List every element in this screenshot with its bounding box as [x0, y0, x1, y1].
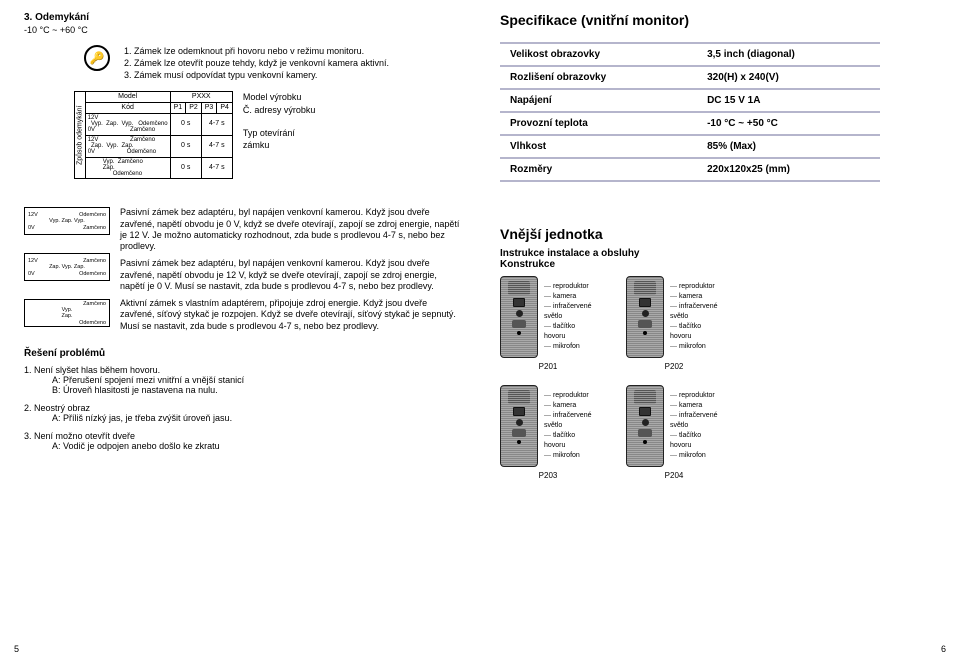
spec-key: Velikost obrazovky — [500, 43, 697, 66]
spec-key: Napájení — [500, 89, 697, 112]
trouble-item: 3. Není možno otevřít dveře — [24, 431, 460, 441]
callouts: reproduktorkamera infračervené světlo tl… — [544, 391, 596, 462]
page-number-right: 6 — [941, 644, 946, 654]
p2: P2 — [186, 103, 202, 114]
callouts: reproduktorkamera infračervené světlo tl… — [544, 282, 596, 353]
outer-title: Vnější jednotka — [500, 226, 936, 242]
mid-paragraphs: Pasivní zámek bez adaptéru, byl napájen … — [120, 207, 460, 338]
spec-val: DC 15 V 1A — [697, 89, 880, 112]
spec-val: 3,5 inch (diagonal) — [697, 43, 880, 66]
key-icon: 🔑 — [84, 45, 110, 71]
diagram-cell: Vyp. Zamčeno Zap. Odemčeno — [85, 157, 170, 179]
spec-val: -10 °C ~ +50 °C — [697, 112, 880, 135]
hdr-kod: Kód — [85, 103, 170, 114]
list-item: 3. Zámek musí odpovídat typu venkovní ka… — [124, 69, 389, 81]
page-number-left: 5 — [14, 644, 19, 654]
temp-range: -10 °C ~ +60 °C — [24, 25, 460, 35]
spec-key: Provozní teplota — [500, 112, 697, 135]
spec-val: 320(H) x 240(V) — [697, 66, 880, 89]
device-icon — [626, 276, 664, 358]
spec-key: Rozměry — [500, 158, 697, 181]
panel-label: P202 — [665, 362, 684, 371]
callouts: reproduktorkamera infračervené světlo tl… — [670, 391, 722, 462]
cell: 0 s — [170, 135, 201, 157]
cell: 0 s — [170, 157, 201, 179]
mini-diagram: 12VOdemčeno Vyp. Zap. Vyp. 0VZamčeno — [24, 207, 110, 235]
mini-diagram: Zamčeno Vyp. Zap. Odemčeno — [24, 299, 110, 327]
list-item: 2. Zámek lze otevřít pouze tehdy, když j… — [124, 57, 389, 69]
paragraph: Aktivní zámek s vlastním adaptérem, přip… — [120, 298, 460, 332]
diagram-cell: 12V Vyp. Zap. Vyp. Odemčeno 0V Zamčeno — [85, 113, 170, 135]
side-label: Model výrobku — [243, 91, 323, 104]
paragraph: Pasivní zámek bez adaptéru, byl napájen … — [120, 258, 460, 292]
trouble-sub: B: Úroveň hlasitosti je nastavena na nul… — [52, 385, 460, 395]
spec-key: Vlhkost — [500, 135, 697, 158]
unlock-list: 1. Zámek lze odemknout při hovoru nebo v… — [124, 45, 389, 81]
side-label: Typ otevírání zámku — [243, 127, 323, 152]
callouts: reproduktorkamera infračervené světlo tl… — [670, 282, 722, 353]
trouble-sub: A: Přerušení spojení mezi vnitřní a vněj… — [52, 375, 460, 385]
trouble-item: 2. Neostrý obraz — [24, 403, 460, 413]
hdr-pxxx: PXXX — [170, 92, 232, 103]
p3: P3 — [201, 103, 217, 114]
cell: 4-7 s — [201, 157, 232, 179]
panel-p203: reproduktorkamera infračervené světlo tl… — [500, 385, 596, 480]
outer-sub: Instrukce instalace a obsluhy Konstrukce — [500, 248, 936, 270]
list-item: 1. Zámek lze odemknout při hovoru nebo v… — [124, 45, 389, 57]
spec-table: Velikost obrazovky3,5 inch (diagonal) Ro… — [500, 42, 880, 182]
mini-diagram: 12VZamčeno Zap. Vyp. Zap. 0VOdemčeno — [24, 253, 110, 281]
device-icon — [626, 385, 664, 467]
trouble-title: Řešení problémů — [24, 348, 460, 359]
diagram-cell: 12V Zamčeno Zap. Vyp. Zap. 0V Odemčeno — [85, 135, 170, 157]
spec-title: Specifikace (vnitřní monitor) — [500, 12, 936, 28]
cell: 4-7 s — [201, 113, 232, 135]
trouble-sub: A: Vodič je odpojen anebo došlo ke zkrat… — [52, 441, 460, 451]
cell: 0 s — [170, 113, 201, 135]
device-icon — [500, 385, 538, 467]
panel-p204: reproduktorkamera infračervené světlo tl… — [626, 385, 722, 480]
spec-val: 220x120x25 (mm) — [697, 158, 880, 181]
trouble-item: 1. Není slyšet hlas během hovoru. — [24, 365, 460, 375]
section-title: 3. Odemykání — [24, 12, 460, 23]
spec-key: Rozlišení obrazovky — [500, 66, 697, 89]
panel-label: P203 — [539, 471, 558, 480]
panel-label: P201 — [539, 362, 558, 371]
panel-label: P204 — [665, 471, 684, 480]
panel-p202: reproduktorkamera infračervené světlo tl… — [626, 276, 722, 371]
hdr-model: Model — [85, 92, 170, 103]
panel-p201: reproduktorkamera infračervené světlo tl… — [500, 276, 596, 371]
p4: P4 — [217, 103, 233, 114]
trouble-sub: A: Příliš nízký jas, je třeba zvýšit úro… — [52, 413, 460, 423]
device-icon — [500, 276, 538, 358]
side-label: Č. adresy výrobku — [243, 104, 323, 117]
paragraph: Pasivní zámek bez adaptéru, byl napájen … — [120, 207, 460, 252]
spec-val: 85% (Max) — [697, 135, 880, 158]
p1: P1 — [170, 103, 186, 114]
cell: 4-7 s — [201, 135, 232, 157]
vert-label: Způsob odemykání — [75, 92, 86, 179]
model-side-labels: Model výrobku Č. adresy výrobku Typ otev… — [243, 91, 323, 151]
model-table: Způsob odemykání Model PXXX Kód P1 P2 P3… — [74, 91, 233, 179]
